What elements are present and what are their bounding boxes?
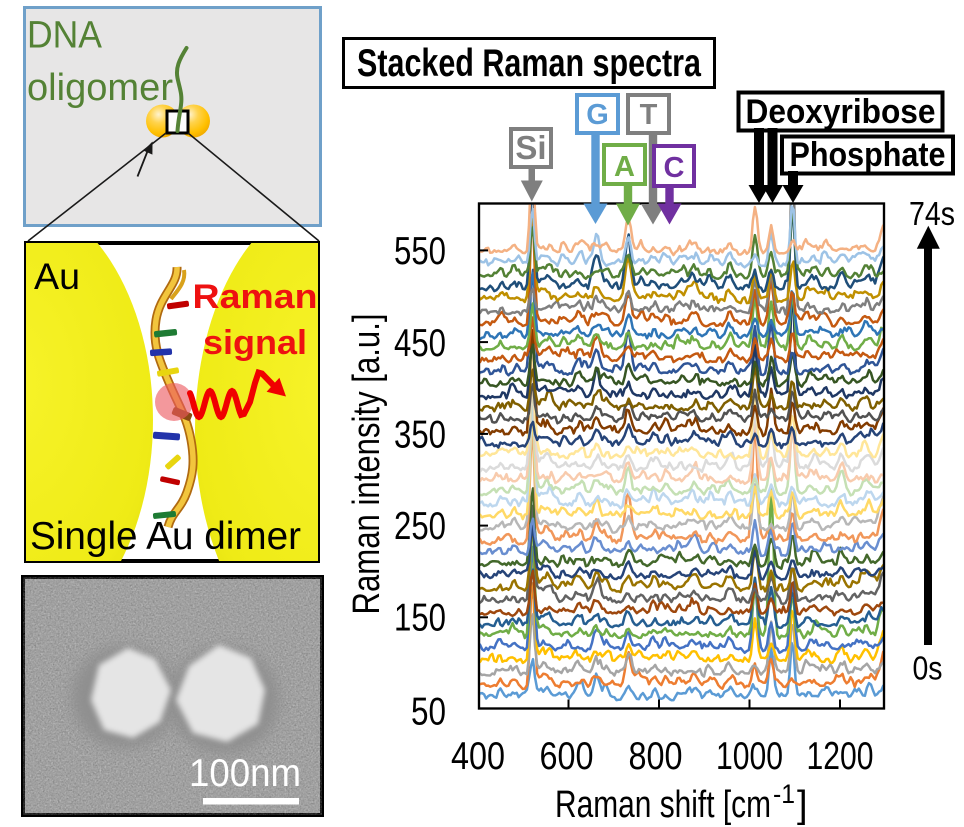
svg-text:250: 250: [394, 505, 446, 548]
svg-text:Au: Au: [34, 256, 80, 297]
svg-text:550: 550: [394, 230, 446, 273]
svg-text:800: 800: [629, 735, 683, 778]
svg-text:450: 450: [394, 322, 446, 365]
svg-text:1000: 1000: [716, 735, 783, 778]
svg-text:Raman intensity [a.u.]: Raman intensity [a.u.]: [346, 314, 388, 615]
svg-text:Single Au dimer: Single Au dimer: [30, 515, 301, 558]
svg-text:150: 150: [394, 597, 446, 640]
svg-text:Stacked Raman spectra: Stacked Raman spectra: [357, 42, 701, 85]
svg-text:50: 50: [411, 691, 446, 734]
svg-text:Si: Si: [515, 129, 546, 166]
svg-text:A: A: [614, 151, 635, 183]
svg-text:C: C: [664, 152, 685, 184]
svg-text:Deoxyribose: Deoxyribose: [746, 93, 936, 131]
svg-text:DNA: DNA: [27, 15, 103, 57]
svg-text:100nm: 100nm: [189, 752, 301, 795]
svg-text:oligomer: oligomer: [27, 67, 173, 109]
svg-text:Phosphate: Phosphate: [790, 136, 946, 174]
svg-text:]: ]: [797, 784, 808, 826]
svg-text:74s: 74s: [909, 195, 955, 232]
svg-text:400: 400: [451, 735, 505, 778]
svg-text:G: G: [586, 99, 609, 131]
svg-text:350: 350: [394, 414, 446, 457]
svg-text:T: T: [640, 99, 658, 131]
svg-text:0s: 0s: [913, 650, 943, 687]
svg-text:Raman: Raman: [193, 278, 318, 316]
svg-text:signal: signal: [203, 324, 307, 362]
svg-text:600: 600: [540, 735, 594, 778]
svg-text:Raman shift [cm: Raman shift [cm: [555, 784, 771, 826]
svg-text:-1: -1: [773, 779, 795, 809]
svg-text:1200: 1200: [807, 735, 874, 778]
